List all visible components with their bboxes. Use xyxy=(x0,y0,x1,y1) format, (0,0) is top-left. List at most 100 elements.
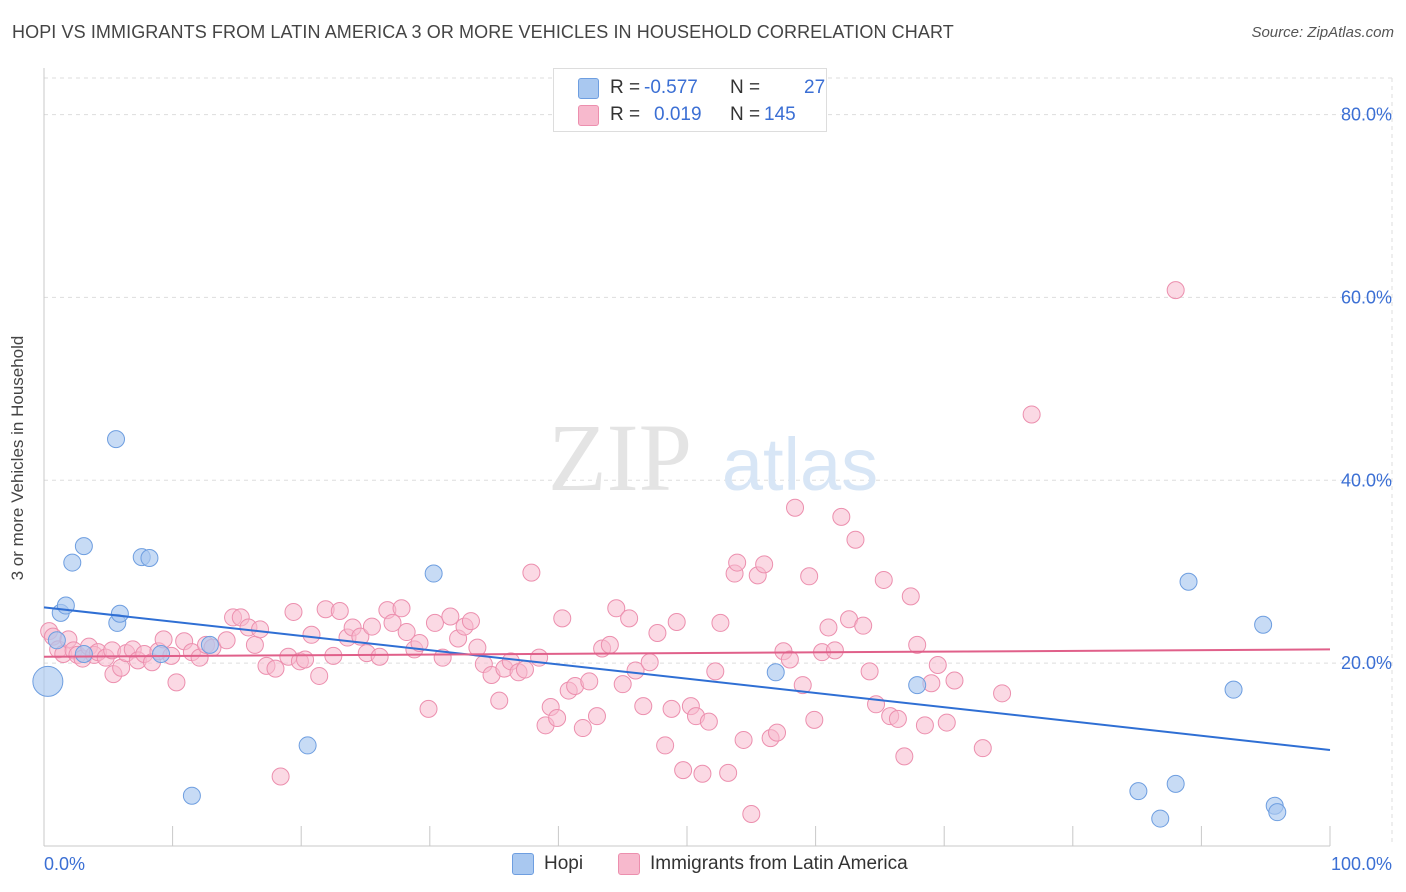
grid-lines xyxy=(44,77,1393,846)
hopi-point xyxy=(74,537,93,556)
latin-point xyxy=(648,623,667,642)
latin-point xyxy=(383,613,402,632)
y-tick-label: 80.0% xyxy=(1341,105,1392,125)
hopi-point xyxy=(1254,615,1273,634)
legend-n-value: 145 xyxy=(764,104,796,125)
latin-point xyxy=(656,736,675,755)
latin-point xyxy=(167,673,186,692)
y-tick-label: 40.0% xyxy=(1341,470,1392,490)
latin-point xyxy=(626,661,645,680)
latin-point xyxy=(548,709,567,727)
hopi-point xyxy=(1166,774,1185,793)
legend-r-value: -0.577 xyxy=(644,77,698,98)
latin-point xyxy=(640,653,659,672)
latin-point xyxy=(915,716,934,735)
latin-point xyxy=(786,498,805,517)
latin-point xyxy=(854,616,873,635)
latin-point xyxy=(362,617,381,636)
hopi-point xyxy=(110,604,129,623)
latin-point xyxy=(490,691,509,710)
latin-point xyxy=(613,675,632,694)
watermark-zip: ZIP xyxy=(548,404,692,511)
latin-point xyxy=(768,723,787,742)
latin-point xyxy=(901,587,920,606)
latin-point xyxy=(607,599,626,618)
latin-point xyxy=(351,627,370,646)
latin-point xyxy=(580,672,599,691)
latin-point xyxy=(699,712,718,731)
latin-point xyxy=(825,641,844,660)
hopi-point xyxy=(200,635,219,654)
latin-point xyxy=(553,609,572,628)
legend-r-label: R = xyxy=(610,77,641,98)
legend-n-value: 27 xyxy=(804,77,826,98)
latin-point xyxy=(251,620,270,639)
series-latin-points xyxy=(40,281,1185,823)
latin-trend-line xyxy=(43,648,1331,658)
latin-point xyxy=(302,625,321,644)
chart-title: HOPI VS IMMIGRANTS FROM LATIN AMERICA 3 … xyxy=(12,22,954,42)
y-axis-label: 3 or more Vehicles in Household xyxy=(8,335,27,581)
latin-point xyxy=(805,710,824,729)
hopi-legend-label: Hopi xyxy=(544,853,584,874)
watermark-atlas: atlas xyxy=(722,423,878,506)
latin-point xyxy=(425,613,444,632)
latin-point xyxy=(874,570,893,589)
latin-point xyxy=(392,599,411,618)
latin-point xyxy=(728,553,747,572)
hopi-point xyxy=(63,553,82,572)
latin-point xyxy=(310,666,329,685)
latin-point xyxy=(706,662,725,681)
legend-r-label: R = xyxy=(610,104,641,125)
latin-point xyxy=(1022,405,1041,424)
latin-point xyxy=(266,659,285,678)
hopi-point xyxy=(1268,803,1287,822)
latin-swatch xyxy=(578,105,599,126)
latin-point xyxy=(928,655,947,674)
latin-point xyxy=(573,719,592,738)
hopi-point xyxy=(152,645,171,663)
latin-point xyxy=(674,761,693,780)
latin-point xyxy=(993,684,1012,703)
latin-point xyxy=(973,739,992,758)
latin-legend-label: Immigrants from Latin America xyxy=(650,853,908,874)
hopi-point xyxy=(140,549,159,567)
latin-point xyxy=(860,662,879,681)
latin-point xyxy=(217,631,236,650)
y-tick-labels: 20.0% 40.0% 60.0% 80.0% xyxy=(1341,105,1392,674)
hopi-point xyxy=(908,676,927,695)
latin-point xyxy=(846,530,865,549)
hopi-point xyxy=(424,564,443,583)
latin-point xyxy=(693,764,712,783)
latin-point xyxy=(461,612,480,631)
latin-point xyxy=(734,730,753,749)
latin-point xyxy=(154,630,173,649)
latin-point xyxy=(370,647,389,666)
trend-lines xyxy=(43,606,1331,751)
legend-r-value: 0.019 xyxy=(654,104,702,125)
latin-point xyxy=(908,635,927,654)
correlation-legend: R = -0.577 N = 27 R = 0.019 N = 145 xyxy=(553,68,827,132)
latin-point xyxy=(620,609,639,628)
latin-point xyxy=(742,805,761,823)
latin-point xyxy=(587,707,606,726)
hopi-point xyxy=(56,596,75,615)
latin-point xyxy=(937,713,956,732)
latin-point xyxy=(719,763,738,782)
x-tick-labels: 0.0% 100.0% xyxy=(44,854,1392,874)
watermark: ZIP atlas xyxy=(548,404,878,511)
latin-point xyxy=(419,699,438,718)
hopi-point xyxy=(182,786,201,805)
hopi-legend-swatch xyxy=(512,853,534,875)
latin-point xyxy=(330,602,349,621)
latin-point xyxy=(284,602,303,621)
hopi-point xyxy=(74,645,93,663)
hopi-point xyxy=(1129,782,1148,801)
hopi-point xyxy=(1151,809,1170,828)
hopi-point xyxy=(766,663,785,682)
latin-point xyxy=(1166,281,1185,300)
hopi-point xyxy=(32,665,64,697)
source-note: Source: ZipAtlas.com xyxy=(1251,24,1394,41)
latin-point xyxy=(832,507,851,526)
hopi-trend-line xyxy=(43,606,1331,751)
